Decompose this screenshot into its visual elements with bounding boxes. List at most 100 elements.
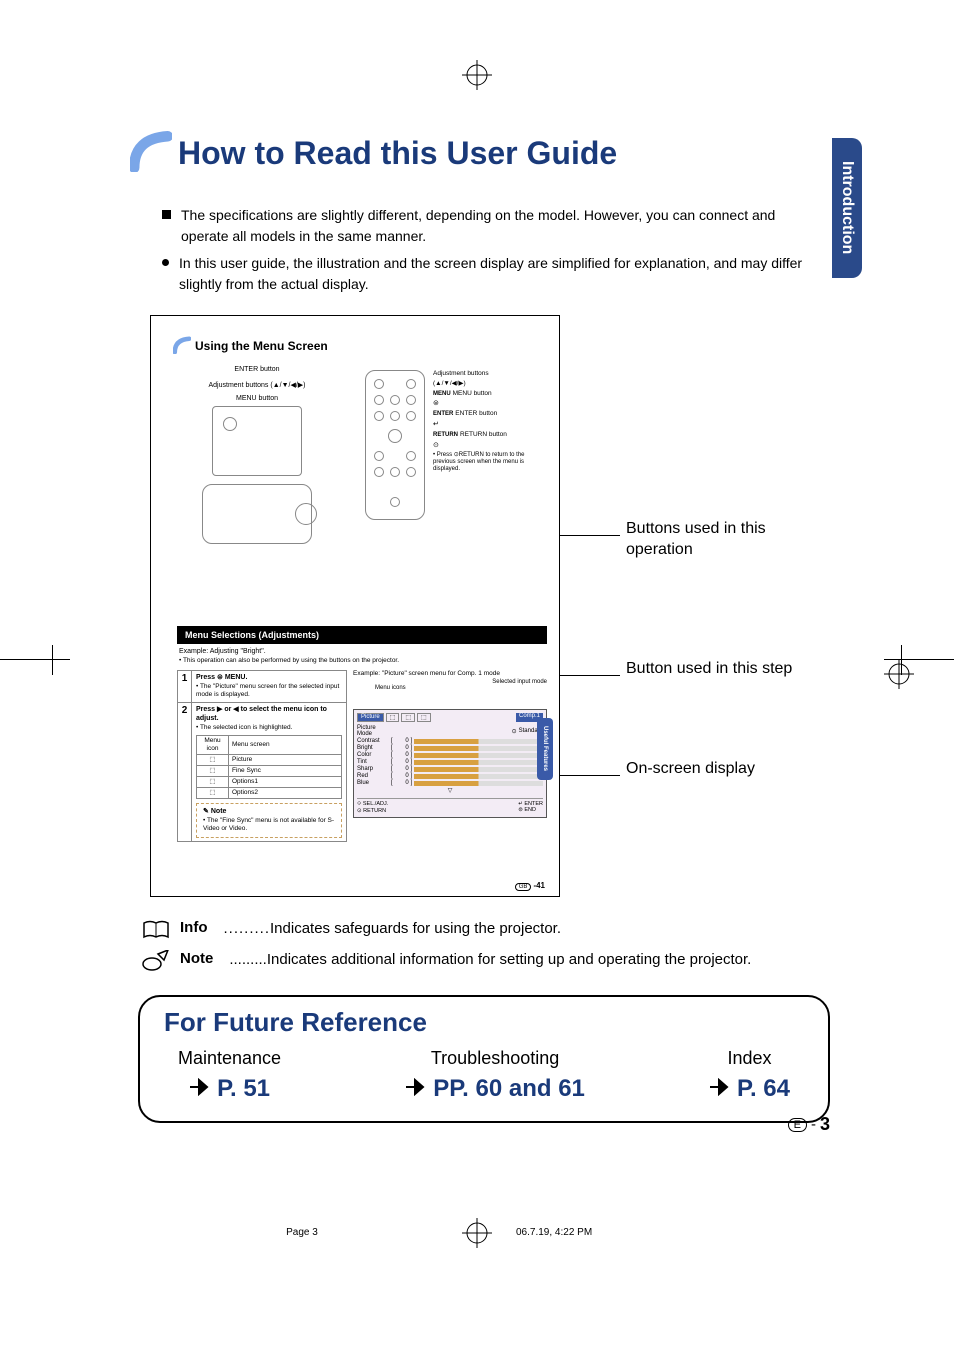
sv: 0	[395, 752, 409, 758]
ffr-page: P. 64	[737, 1075, 790, 1103]
section-tab-introduction: Introduction	[832, 138, 862, 278]
ffr-header: Troubleshooting	[405, 1048, 585, 1069]
intro-item: In this user guide, the illustration and…	[162, 253, 810, 295]
step-bold: Press ⊜ MENU.	[196, 674, 342, 683]
th: Menu screen	[229, 735, 342, 754]
footer-page: Page 3	[160, 1227, 444, 1238]
callout-line	[560, 775, 620, 776]
note-text: • The "Fine Sync" menu is not available …	[203, 817, 335, 833]
ffr-page: PP. 60 and 61	[433, 1075, 585, 1103]
future-reference-box: For Future Reference Maintenance P. 51 T…	[138, 995, 830, 1123]
note-label: Note	[180, 950, 213, 967]
future-reference-title: For Future Reference	[164, 1007, 804, 1038]
diagram-page-number: GB-41	[515, 881, 545, 890]
sv: 0	[395, 766, 409, 772]
title-swoosh-icon	[130, 130, 172, 177]
remote-control-icon	[365, 370, 425, 520]
projector-side-view-icon	[202, 484, 312, 544]
intro-text: The specifications are slightly differen…	[181, 205, 810, 247]
page-title: How to Read this User Guide	[178, 135, 617, 172]
dash: -	[811, 1116, 816, 1133]
pm-icon: ⊙	[512, 728, 517, 735]
step-number: 1	[178, 671, 192, 702]
intro-block: The specifications are slightly differen…	[162, 205, 810, 295]
sl: Blue	[357, 780, 389, 786]
enter-txt: ENTER button	[455, 410, 497, 417]
sl: Red	[357, 773, 389, 779]
td: Options1	[229, 777, 342, 788]
td: ⬚	[197, 777, 229, 788]
step-sub: • The "Picture" menu screen for the sele…	[196, 683, 342, 699]
info-legend-row: Info .........Indicates safeguards for u…	[142, 919, 830, 946]
sl: Color	[357, 752, 389, 758]
pencil-note-icon	[142, 950, 170, 977]
registration-mark-top	[462, 60, 492, 90]
screen-column: Example: "Picture" screen menu for Comp.…	[353, 670, 547, 841]
menu-icons-label: Menu icons	[375, 685, 547, 691]
cropmark-left	[0, 659, 70, 689]
osd-tab-selected: Picture	[357, 713, 384, 722]
diagram-title: Using the Menu Screen	[195, 339, 328, 353]
osd-tab: ⬚	[417, 713, 431, 722]
enter-button-label: ENTER button	[163, 366, 351, 373]
ffr-header: Index	[709, 1048, 790, 1069]
step-sub: • The selected icon is highlighted.	[196, 724, 342, 732]
callout-onscreen: On-screen display	[626, 759, 755, 780]
adjust-sub: (▲/▼/◀/▶)	[433, 380, 543, 388]
intro-text: In this user guide, the illustration and…	[179, 253, 810, 295]
return-desc: • Press ⊙RETURN to return to the previou…	[433, 452, 543, 474]
ft: ⟐ SEL./ADJ.	[357, 801, 388, 807]
example-sub: • This operation can also be performed b…	[179, 657, 547, 664]
diagram-title-row: Using the Menu Screen	[173, 336, 559, 356]
sl: Bright	[357, 745, 389, 751]
osd-screen: Picture ⬚ ⬚ ⬚ Comp.1 Picture Mode⊙ Stand…	[353, 709, 547, 818]
info-desc: .........Indicates safeguards for using …	[224, 919, 831, 939]
return-txt: RETURN button	[460, 431, 507, 438]
step-row: 1 Press ⊜ MENU. • The "Picture" menu scr…	[177, 670, 347, 703]
step-number: 2	[178, 703, 192, 841]
ffr-col-troubleshooting: Troubleshooting PP. 60 and 61	[405, 1048, 585, 1103]
footer-timestamp: 06.7.19, 4:22 PM	[444, 1227, 800, 1238]
sv: 0	[395, 759, 409, 765]
book-icon	[142, 919, 170, 946]
page-num-value: 3	[820, 1114, 830, 1135]
td: ⬚	[197, 754, 229, 765]
example-line: Example: Adjusting "Bright".	[179, 648, 547, 655]
sv: 0	[395, 745, 409, 751]
step-bold: Press ▶ or ◀ to select the menu icon to …	[196, 706, 342, 724]
projector-sketch-area: ENTER button Adjustment buttons (▲/▼/◀/▶…	[163, 366, 351, 626]
adjust-label: Adjustment buttons	[433, 370, 543, 378]
osd-tab: ⬚	[401, 713, 415, 722]
td: ⬚	[197, 788, 229, 799]
ft: ⊙ RETURN	[357, 808, 386, 814]
region-badge: E	[788, 1118, 807, 1132]
menu-bold: MENU	[433, 391, 451, 397]
arrow-right-icon	[405, 1075, 427, 1103]
menu-selections-header: Menu Selections (Adjustments)	[177, 626, 547, 644]
arrow-right-icon	[189, 1075, 211, 1103]
callout-line	[560, 675, 620, 676]
pencil-icon: ✎	[203, 808, 209, 817]
note-label: Note	[211, 808, 227, 817]
ft: ⊜ END	[518, 807, 536, 813]
pm-label: Picture Mode	[357, 725, 389, 737]
screen-header: Example: "Picture" screen menu for Comp.…	[353, 670, 547, 677]
ffr-col-maintenance: Maintenance P. 51	[178, 1048, 281, 1103]
th: Menu icon	[197, 735, 229, 754]
remote-labels: Adjustment buttons (▲/▼/◀/▶) MENU MENU b…	[433, 370, 543, 476]
return-bold: RETURN	[433, 432, 458, 438]
step-row: 2 Press ▶ or ◀ to select the menu icon t…	[177, 702, 347, 842]
td: ⬚	[197, 766, 229, 777]
sl: Tint	[357, 759, 389, 765]
example-page-diagram: Using the Menu Screen ENTER button Adjus…	[150, 315, 560, 897]
ffr-col-index: Index P. 64	[709, 1048, 790, 1103]
note-legend-row: Note .........Indicates additional infor…	[142, 950, 830, 977]
enter-bold: ENTER	[433, 411, 453, 417]
page-content: How to Read this User Guide The specific…	[130, 130, 830, 1123]
callout-buttons-used: Buttons used in this operation	[626, 519, 830, 561]
td: Fine Sync	[229, 766, 342, 777]
page-number: E - 3	[788, 1114, 830, 1135]
sv: 0	[395, 780, 409, 786]
osd-tab: ⬚	[386, 713, 400, 722]
info-label: Info	[180, 919, 208, 936]
